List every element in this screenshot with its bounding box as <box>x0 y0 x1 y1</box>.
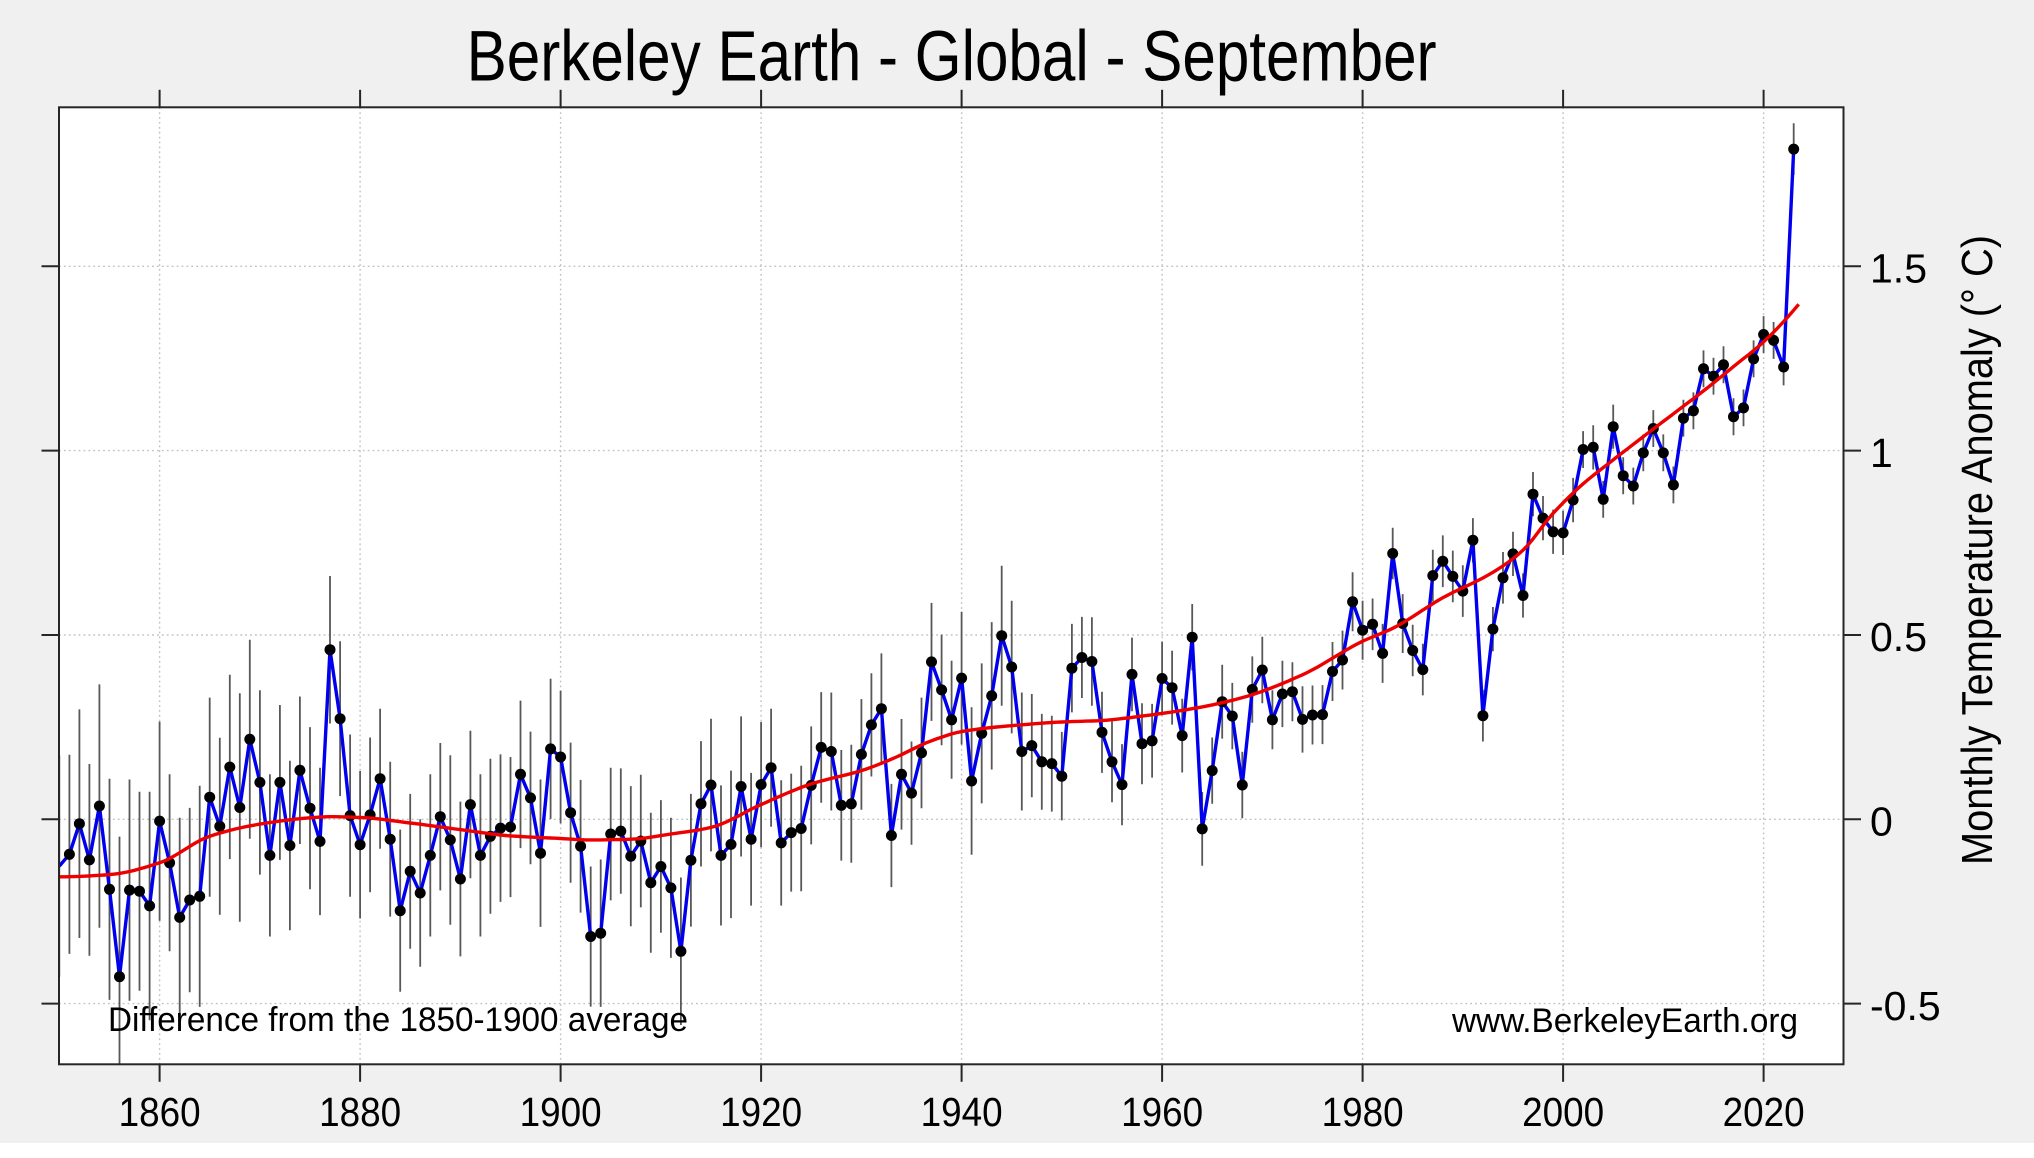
svg-text:2020: 2020 <box>1723 1089 1805 1135</box>
svg-text:2000: 2000 <box>1522 1089 1604 1135</box>
svg-text:www.BerkeleyEarth.org: www.BerkeleyEarth.org <box>1451 1002 1798 1040</box>
svg-text:1940: 1940 <box>921 1089 1003 1135</box>
svg-text:0.5: 0.5 <box>1870 614 1927 660</box>
svg-text:-0.5: -0.5 <box>1870 983 1941 1029</box>
svg-text:1920: 1920 <box>720 1089 802 1135</box>
svg-text:Berkeley Earth - Global - Sept: Berkeley Earth - Global - September <box>467 17 1437 96</box>
svg-text:1960: 1960 <box>1121 1089 1203 1135</box>
svg-text:1880: 1880 <box>319 1089 401 1135</box>
svg-text:Difference from the 1850-1900: Difference from the 1850-1900 average <box>108 1001 688 1039</box>
svg-text:0: 0 <box>1870 799 1893 845</box>
svg-text:1.5: 1.5 <box>1870 246 1927 292</box>
svg-text:1900: 1900 <box>520 1089 602 1135</box>
svg-text:1860: 1860 <box>119 1089 201 1135</box>
svg-text:1: 1 <box>1870 430 1893 476</box>
svg-text:Monthly Temperature Anomaly (°: Monthly Temperature Anomaly (° C) <box>1953 235 2002 865</box>
svg-text:1980: 1980 <box>1322 1089 1404 1135</box>
